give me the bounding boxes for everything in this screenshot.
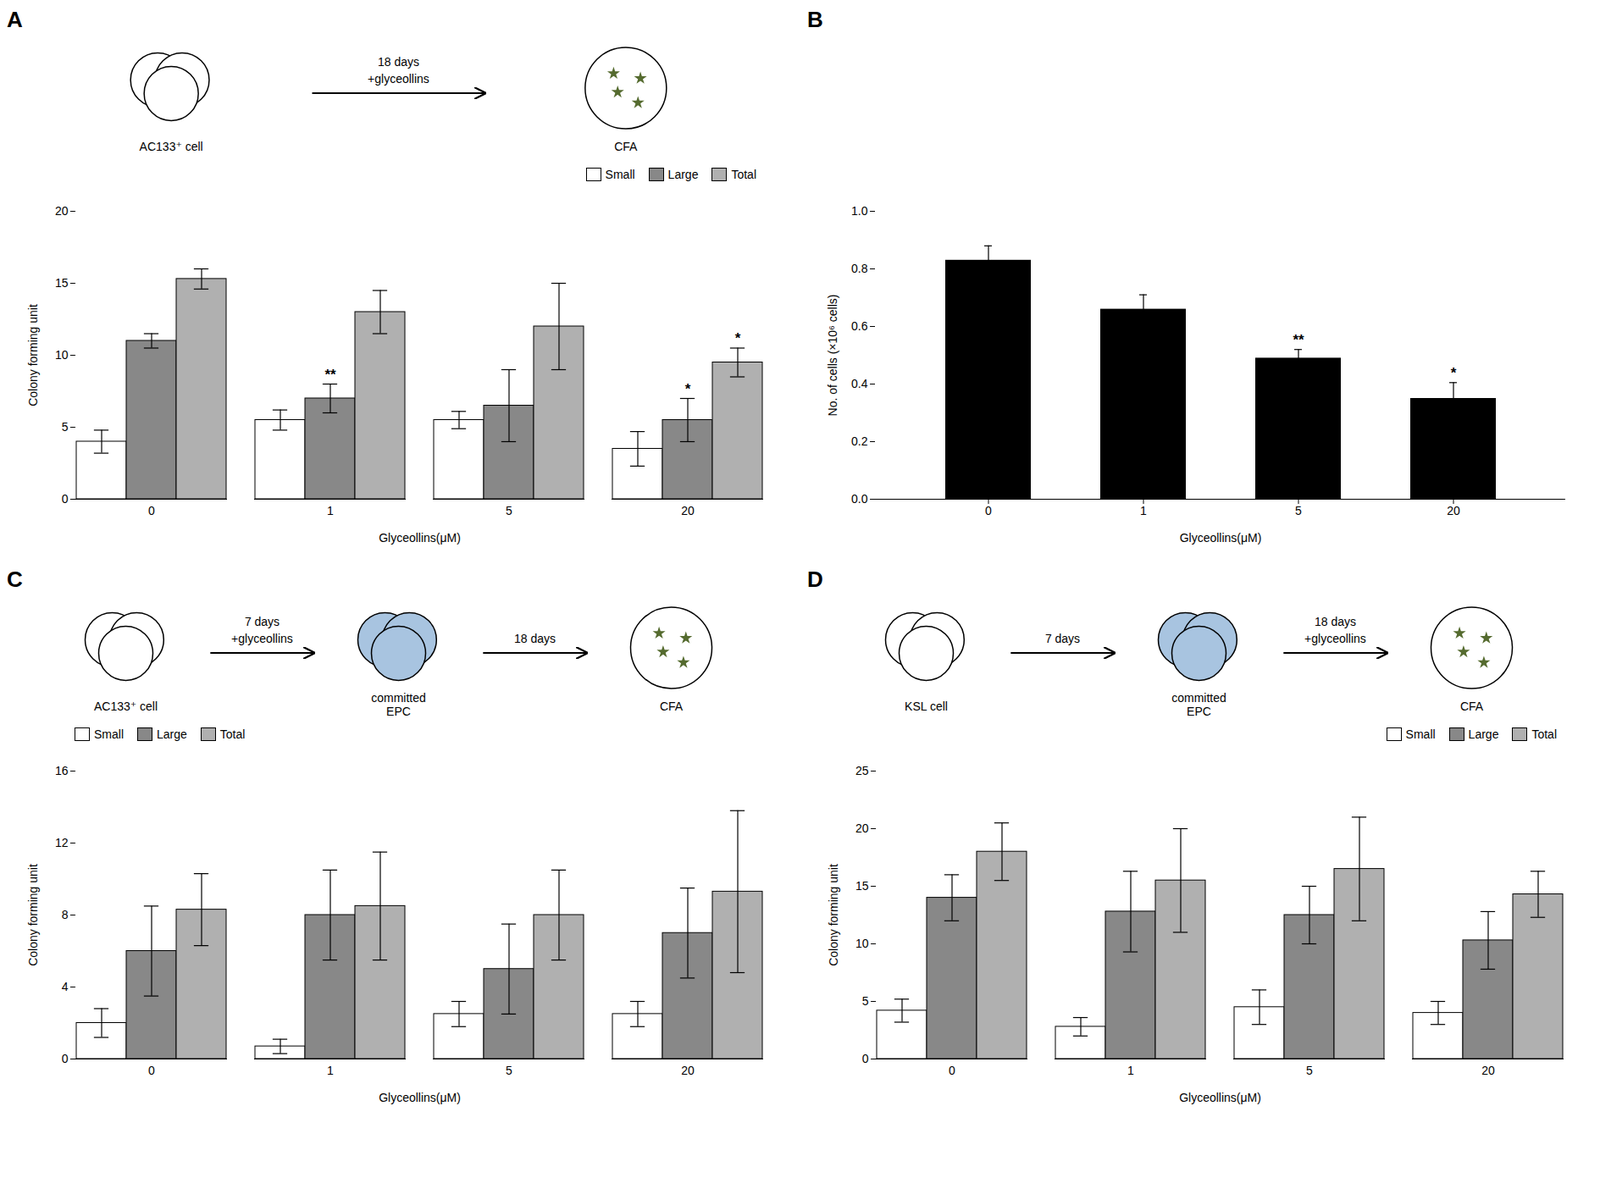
- svg-text:15: 15: [55, 276, 69, 290]
- svg-text:0: 0: [61, 492, 69, 506]
- svg-text:16: 16: [55, 764, 69, 778]
- html-text:Large: Large: [156, 727, 188, 742]
- svg-text:0: 0: [948, 1063, 956, 1078]
- svg-text:5: 5: [505, 503, 513, 518]
- svg-text:0: 0: [148, 503, 156, 518]
- svg-text:20: 20: [855, 821, 870, 836]
- svg-text:4: 4: [61, 979, 69, 994]
- svg-text:Glyceollins(μM): Glyceollins(μM): [378, 1090, 461, 1105]
- svg-text:0.4: 0.4: [851, 376, 869, 391]
- svg-text:Colony forming unit: Colony forming unit: [826, 863, 841, 967]
- svg-text:1: 1: [326, 1063, 334, 1078]
- svg-text:20: 20: [680, 503, 695, 518]
- svg-text:AC133⁺ cell: AC133⁺ cell: [94, 699, 158, 714]
- html-text:Large: Large: [667, 167, 699, 182]
- svg-text:5: 5: [862, 994, 870, 1008]
- svg-text:18 days: 18 days: [1314, 614, 1357, 629]
- svg-text:20: 20: [55, 204, 69, 218]
- html-text:Total: Total: [220, 727, 246, 742]
- svg-text:20: 20: [1481, 1063, 1495, 1078]
- svg-text:15: 15: [855, 879, 870, 893]
- svg-text:0.6: 0.6: [851, 319, 869, 333]
- svg-text:20: 20: [1446, 503, 1461, 518]
- html-text:Total: Total: [1531, 727, 1557, 742]
- svg-text:*: *: [1450, 365, 1457, 382]
- html-text:Total: Total: [731, 167, 757, 182]
- svg-text:CFA: CFA: [614, 139, 638, 154]
- svg-text:Colony forming unit: Colony forming unit: [26, 863, 40, 967]
- html-text:Small: Small: [1405, 727, 1436, 742]
- svg-text:0: 0: [985, 503, 992, 518]
- svg-text:0.0: 0.0: [851, 492, 869, 506]
- svg-text:committed: committed: [1171, 691, 1227, 705]
- svg-text:7 days: 7 days: [1045, 631, 1080, 646]
- svg-text:18 days: 18 days: [377, 55, 420, 69]
- svg-text:No. of cells (×10⁶ cells): No. of cells (×10⁶ cells): [825, 294, 840, 417]
- html-text:A: A: [6, 6, 23, 33]
- svg-text:18 days: 18 days: [514, 631, 556, 646]
- svg-text:Glyceollins(μM): Glyceollins(μM): [1179, 1090, 1262, 1105]
- svg-text:5: 5: [61, 420, 69, 434]
- svg-text:EPC: EPC: [386, 704, 411, 719]
- html-text:D: D: [807, 566, 824, 593]
- svg-text:CFA: CFA: [659, 699, 684, 714]
- svg-text:+glyceollins: +glyceollins: [367, 71, 430, 86]
- html-text:Small: Small: [94, 727, 124, 742]
- svg-text:7 days: 7 days: [244, 614, 280, 629]
- svg-text:0.8: 0.8: [851, 261, 869, 276]
- svg-text:committed: committed: [370, 691, 427, 705]
- svg-text:1: 1: [326, 503, 334, 518]
- svg-text:25: 25: [855, 764, 870, 778]
- svg-text:10: 10: [55, 348, 69, 362]
- html-text:Large: Large: [1468, 727, 1499, 742]
- svg-text:Glyceollins(μM): Glyceollins(μM): [378, 531, 461, 545]
- svg-text:8: 8: [61, 907, 69, 922]
- svg-text:CFA: CFA: [1460, 699, 1484, 714]
- svg-text:*: *: [735, 330, 742, 347]
- svg-text:5: 5: [1306, 1063, 1313, 1078]
- svg-text:20: 20: [680, 1063, 695, 1078]
- svg-text:AC133⁺ cell: AC133⁺ cell: [139, 139, 204, 154]
- svg-text:0: 0: [862, 1051, 870, 1066]
- svg-text:Colony forming unit: Colony forming unit: [26, 304, 40, 407]
- svg-text:0: 0: [61, 1051, 69, 1066]
- svg-text:5: 5: [1295, 503, 1302, 518]
- svg-text:**: **: [1292, 332, 1305, 349]
- svg-text:10: 10: [855, 936, 870, 951]
- svg-text:1.0: 1.0: [851, 204, 869, 218]
- html-text:C: C: [6, 566, 23, 593]
- svg-text:*: *: [685, 381, 692, 398]
- svg-text:+glyceollins: +glyceollins: [231, 631, 294, 646]
- html-text:B: B: [807, 6, 824, 33]
- svg-text:**: **: [324, 366, 337, 383]
- svg-text:1: 1: [1127, 1063, 1135, 1078]
- svg-text:0.2: 0.2: [851, 434, 869, 449]
- svg-text:EPC: EPC: [1186, 704, 1212, 719]
- html-text:Small: Small: [605, 167, 635, 182]
- svg-text:0: 0: [148, 1063, 156, 1078]
- svg-text:+glyceollins: +glyceollins: [1304, 631, 1367, 646]
- svg-text:Glyceollins(μM): Glyceollins(μM): [1179, 531, 1263, 545]
- svg-text:KSL cell: KSL cell: [904, 699, 948, 714]
- svg-text:5: 5: [505, 1063, 513, 1078]
- svg-text:12: 12: [55, 835, 69, 850]
- svg-text:1: 1: [1140, 503, 1147, 518]
